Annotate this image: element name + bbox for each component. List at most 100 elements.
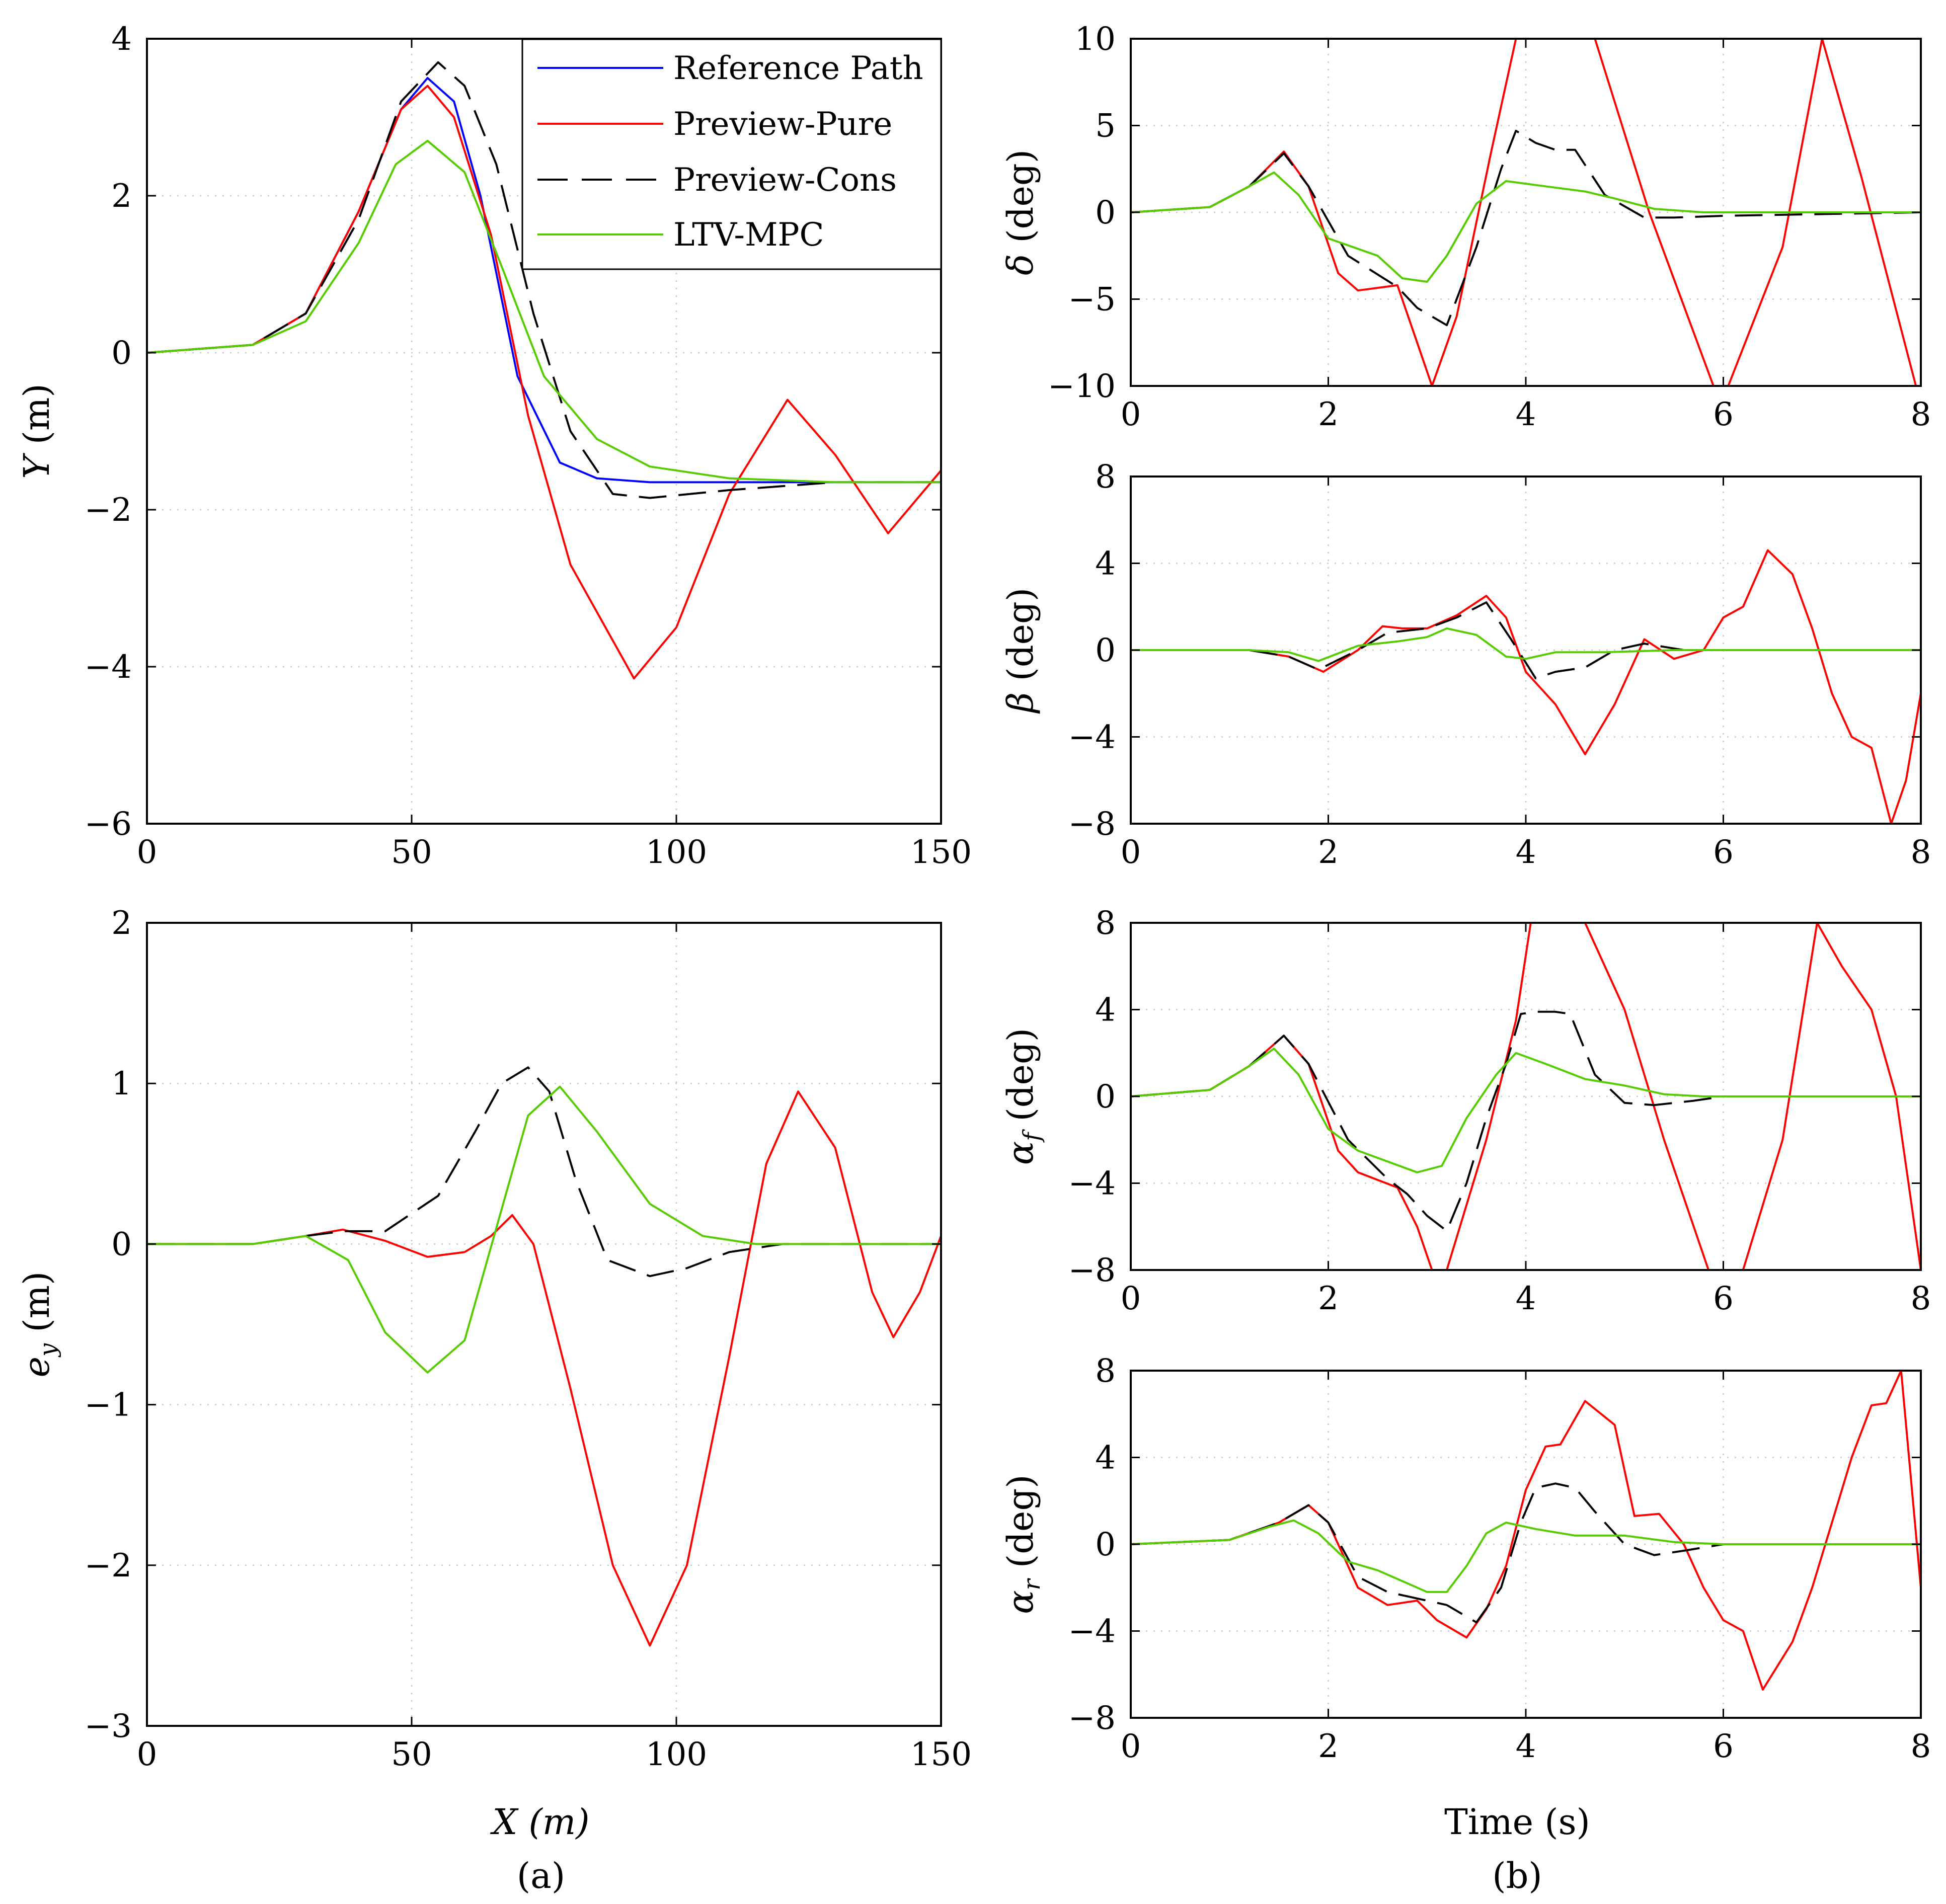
legend-label-reference-path: Reference Path <box>673 50 923 87</box>
legend-label-preview-cons: Preview-Cons <box>673 162 897 199</box>
series-preview-cons <box>1131 601 1921 680</box>
x-axis-label-left: X (m) <box>490 1801 589 1843</box>
y-tick-label: 1 <box>111 1065 132 1102</box>
series-group <box>1131 39 1921 386</box>
x-tick-label: 6 <box>1713 834 1734 871</box>
y-axis-label: β (deg) <box>1000 588 1041 714</box>
x-tick-label: 0 <box>137 834 158 871</box>
x-tick-label: 2 <box>1318 834 1339 871</box>
y-tick-label: −8 <box>1068 1700 1116 1737</box>
x-tick-label: 2 <box>1318 1280 1339 1317</box>
x-tick-label: 50 <box>391 834 432 871</box>
x-tick-label: 150 <box>910 1736 972 1773</box>
y-tick-label: −3 <box>85 1708 132 1745</box>
y-tick-label: −6 <box>85 806 132 843</box>
legend-label-ltv-mpc: LTV-MPC <box>673 216 824 254</box>
legend-label-preview-pure: Preview-Pure <box>673 106 892 143</box>
plot-frame <box>146 922 942 1727</box>
chart-alphar_vs_t: 0 2 4 6 8 −8 −4 0 4 8 αr (deg) <box>1000 1353 1931 1765</box>
series-group <box>1131 923 1921 1270</box>
y-tick-label: 0 <box>1095 194 1116 231</box>
x-tick-label: 6 <box>1713 1280 1734 1317</box>
x-tick-label: 0 <box>1121 1728 1141 1765</box>
y-tick-label: 2 <box>111 178 132 215</box>
y-tick-label: −8 <box>1068 806 1116 843</box>
y-tick-label: 5 <box>1095 108 1116 145</box>
x-tick-label: 100 <box>646 1736 707 1773</box>
y-axis-label: ey (m) <box>16 1272 61 1378</box>
y-tick-label: 0 <box>1095 1078 1116 1116</box>
legend: Reference Path Preview-Pure Preview-Cons… <box>521 38 942 270</box>
x-tick-label: 2 <box>1318 1728 1339 1765</box>
series-ltv-mpc <box>147 139 941 484</box>
y-tick-label: −4 <box>85 649 132 686</box>
y-tick-label: −8 <box>1068 1252 1116 1289</box>
series-preview-pure <box>1131 549 1921 824</box>
x-tick-label: 2 <box>1318 396 1339 433</box>
x-tick-label: 100 <box>646 834 707 871</box>
y-axis-label: αf (deg) <box>1000 1028 1045 1165</box>
series-ltv-mpc <box>147 1085 941 1374</box>
y-tick-label: 0 <box>1095 1526 1116 1563</box>
series-preview-cons <box>147 61 941 499</box>
y-tick-label: 4 <box>111 21 132 58</box>
y-tick-label: −2 <box>85 492 132 529</box>
x-tick-label: 8 <box>1911 834 1931 871</box>
y-tick-label: 0 <box>111 335 132 372</box>
series-ltv-mpc <box>1131 1519 1921 1593</box>
series-preview-cons <box>1131 129 1921 327</box>
subcaption-b: (b) <box>1492 1855 1542 1896</box>
x-tick-label: 4 <box>1516 1728 1536 1765</box>
series-ltv-mpc <box>1131 171 1921 283</box>
x-axis-label-right: Time (s) <box>1444 1801 1590 1843</box>
y-tick-label: −1 <box>85 1387 132 1424</box>
y-tick-label: 8 <box>1095 458 1116 496</box>
y-tick-label: −4 <box>1068 1613 1116 1650</box>
y-tick-label: 4 <box>1095 992 1116 1029</box>
series-group <box>147 61 941 680</box>
x-tick-label: 4 <box>1516 1280 1536 1317</box>
x-tick-label: 0 <box>137 1736 158 1773</box>
y-tick-label: 10 <box>1075 21 1116 58</box>
series-group <box>147 1066 941 1647</box>
y-tick-label: 4 <box>1095 1440 1116 1477</box>
y-tick-label: 0 <box>1095 632 1116 669</box>
y-tick-label: −4 <box>1068 1165 1116 1203</box>
series-preview-pure <box>147 1090 941 1647</box>
x-tick-label: 0 <box>1121 396 1141 433</box>
y-tick-label: −10 <box>1048 368 1116 405</box>
chart-delta_vs_t: 0 2 4 6 8 −10 −5 0 5 10 δ (deg) <box>1000 21 1931 433</box>
x-tick-label: 6 <box>1713 1728 1734 1765</box>
y-tick-label: −5 <box>1068 281 1116 319</box>
chart-alphaf_vs_t: 0 2 4 6 8 −8 −4 0 4 8 αf (deg) <box>1000 905 1931 1317</box>
y-tick-label: −4 <box>1068 719 1116 756</box>
series-preview-cons <box>147 1066 941 1278</box>
series-ltv-mpc <box>1131 627 1921 662</box>
x-tick-label: 4 <box>1516 834 1536 871</box>
y-tick-label: 4 <box>1095 545 1116 583</box>
x-tick-label: 0 <box>1121 834 1141 871</box>
series-group <box>1131 1371 1921 1691</box>
y-tick-label: 2 <box>111 905 132 942</box>
series-preview-pure <box>147 85 941 680</box>
y-tick-label: 8 <box>1095 1353 1116 1390</box>
y-axis-label: αr (deg) <box>1000 1474 1045 1614</box>
x-tick-label: 8 <box>1911 1728 1931 1765</box>
series-ltv-mpc <box>1131 1048 1921 1173</box>
x-tick-label: 0 <box>1121 1280 1141 1317</box>
x-tick-label: 50 <box>391 1736 432 1773</box>
y-axis-label: Y (m) <box>16 383 57 479</box>
series-preview-cons <box>1131 1482 1921 1624</box>
series-group <box>1131 549 1921 824</box>
chart-ey_vs_X: 0 50 100 150 −3 −2 −1 0 1 2 ey (m) <box>16 905 972 1773</box>
subcaption-a: (a) <box>517 1855 565 1896</box>
x-tick-label: 150 <box>910 834 972 871</box>
x-tick-label: 8 <box>1911 396 1931 433</box>
series-preview-pure <box>1131 1371 1921 1691</box>
x-tick-label: 8 <box>1911 1280 1931 1317</box>
x-tick-label: 4 <box>1516 396 1536 433</box>
y-axis-label: δ (deg) <box>1000 149 1041 275</box>
y-tick-label: 8 <box>1095 905 1116 942</box>
chart-beta_vs_t: 0 2 4 6 8 −8 −4 0 4 8 β (deg) <box>1000 458 1931 871</box>
